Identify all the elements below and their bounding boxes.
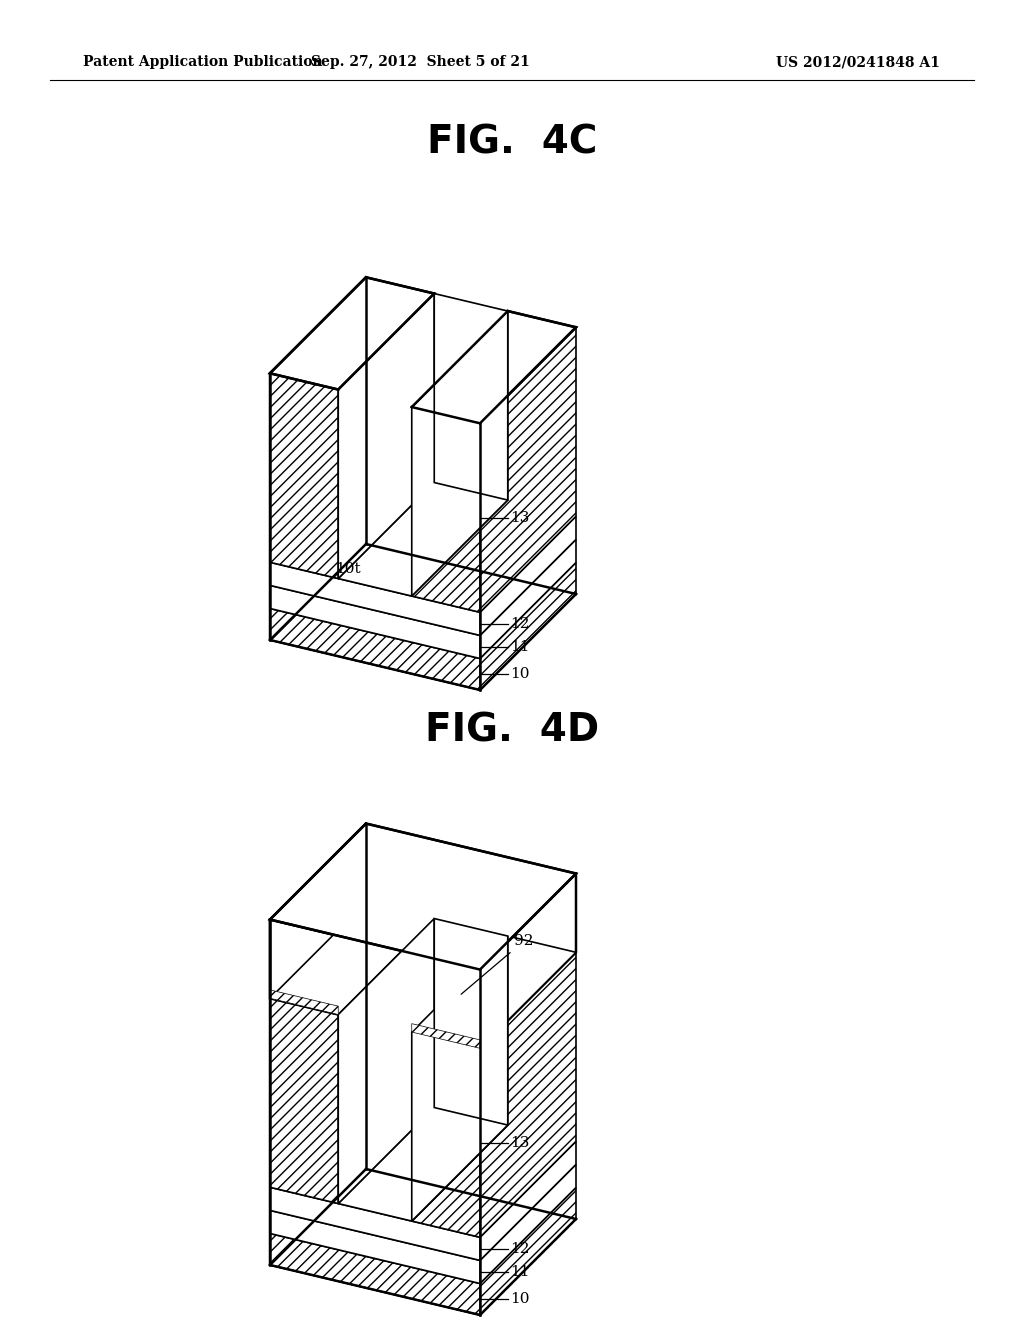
Text: 92: 92 — [461, 935, 534, 994]
Polygon shape — [338, 919, 434, 1204]
Polygon shape — [434, 293, 508, 500]
Polygon shape — [412, 1023, 480, 1048]
Polygon shape — [480, 562, 575, 690]
Polygon shape — [270, 562, 480, 635]
Polygon shape — [412, 936, 508, 1221]
Text: 11: 11 — [510, 640, 529, 653]
Text: 13: 13 — [510, 511, 529, 525]
Polygon shape — [270, 824, 366, 1265]
Polygon shape — [270, 544, 575, 690]
Polygon shape — [480, 874, 575, 1048]
Polygon shape — [412, 407, 480, 612]
Polygon shape — [434, 919, 508, 1125]
Polygon shape — [270, 824, 575, 970]
Polygon shape — [412, 936, 575, 1048]
Polygon shape — [270, 374, 338, 578]
Polygon shape — [338, 293, 434, 578]
Polygon shape — [480, 1142, 575, 1261]
Polygon shape — [270, 277, 366, 640]
Polygon shape — [480, 327, 575, 612]
Polygon shape — [338, 1107, 508, 1221]
Polygon shape — [270, 990, 338, 1015]
Polygon shape — [480, 1164, 575, 1283]
Text: 10: 10 — [510, 1292, 529, 1307]
Polygon shape — [270, 1170, 575, 1315]
Polygon shape — [412, 312, 575, 424]
Polygon shape — [412, 1032, 480, 1237]
Polygon shape — [338, 483, 508, 597]
Text: FIG.  4C: FIG. 4C — [427, 123, 597, 161]
Text: 10: 10 — [510, 667, 529, 681]
Polygon shape — [270, 609, 480, 690]
Text: 12: 12 — [510, 616, 529, 631]
Text: US 2012/0241848 A1: US 2012/0241848 A1 — [776, 55, 940, 69]
Text: 11: 11 — [510, 1265, 529, 1279]
Polygon shape — [480, 1188, 575, 1315]
Polygon shape — [270, 1233, 480, 1315]
Polygon shape — [270, 1187, 480, 1261]
Text: 12: 12 — [510, 1242, 529, 1255]
Polygon shape — [412, 312, 508, 597]
Polygon shape — [270, 585, 480, 659]
Polygon shape — [270, 920, 480, 1048]
Polygon shape — [270, 277, 434, 389]
Text: 10t: 10t — [336, 562, 361, 576]
Polygon shape — [480, 952, 575, 1237]
Polygon shape — [480, 516, 575, 635]
Polygon shape — [270, 998, 338, 1204]
Text: FIG.  4D: FIG. 4D — [425, 711, 599, 748]
Polygon shape — [480, 540, 575, 659]
Polygon shape — [270, 903, 434, 1015]
Polygon shape — [270, 1210, 480, 1283]
Text: 13: 13 — [510, 1135, 529, 1150]
Text: Patent Application Publication: Patent Application Publication — [83, 55, 323, 69]
Text: Sep. 27, 2012  Sheet 5 of 21: Sep. 27, 2012 Sheet 5 of 21 — [310, 55, 529, 69]
